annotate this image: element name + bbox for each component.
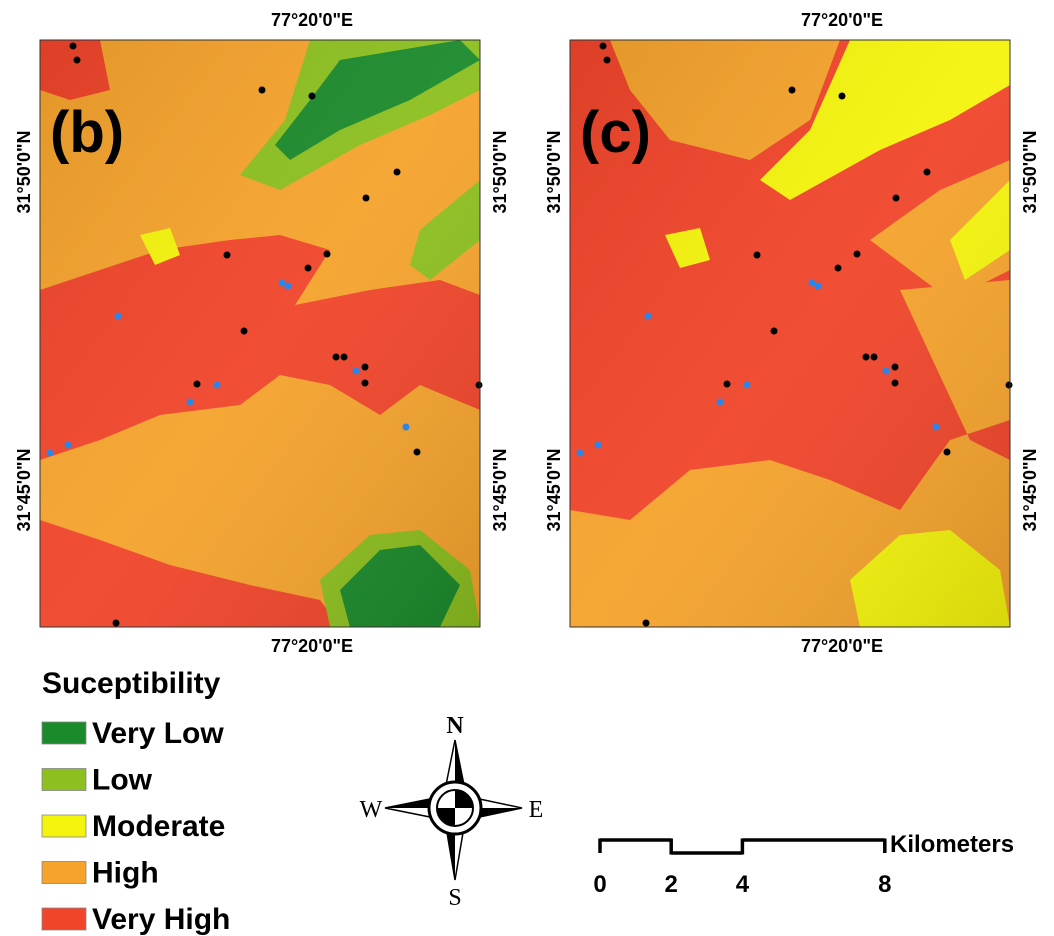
point	[279, 280, 286, 287]
left-coordinate: 31°50'0"N	[544, 130, 564, 213]
left-coordinate: 31°45'0"N	[544, 448, 564, 531]
point	[717, 399, 724, 406]
point	[604, 57, 611, 64]
point	[70, 43, 77, 50]
point	[839, 93, 846, 100]
point	[815, 283, 822, 290]
point	[883, 368, 890, 375]
legend-swatch	[42, 862, 86, 884]
panel-label: (c)	[580, 100, 651, 165]
scale-tick-label: 0	[593, 871, 606, 898]
point	[924, 169, 931, 176]
point	[224, 252, 231, 259]
point	[863, 354, 870, 361]
point	[892, 380, 899, 387]
point	[744, 382, 751, 389]
point	[944, 449, 951, 456]
scale-tick-label: 2	[665, 871, 678, 898]
top-coordinate: 77°20'0"E	[271, 10, 353, 30]
legend-title: Suceptibility	[42, 667, 221, 700]
point	[113, 620, 120, 627]
compass-north: N	[446, 713, 464, 739]
point	[476, 382, 483, 389]
point	[47, 450, 54, 457]
point	[285, 283, 292, 290]
compass-rose	[385, 740, 522, 880]
left-coordinate: 31°45'0"N	[14, 448, 34, 531]
point	[600, 43, 607, 50]
scale-bar: 0 2 4 8	[593, 839, 891, 899]
legend-swatch	[42, 908, 86, 930]
left-coordinate: 31°50'0"N	[14, 130, 34, 213]
compass-east: E	[529, 797, 544, 823]
point	[394, 169, 401, 176]
point	[933, 424, 940, 431]
scale-unit: Kilometers	[890, 831, 1014, 858]
top-coordinate: 77°20'0"E	[801, 10, 883, 30]
bottom-coordinate: 77°20'0"E	[801, 636, 883, 656]
point	[835, 265, 842, 272]
legend-label: Very High	[92, 903, 230, 936]
point	[241, 328, 248, 335]
point	[214, 382, 221, 389]
point	[893, 195, 900, 202]
legend-label: Moderate	[92, 810, 225, 843]
point	[595, 442, 602, 449]
legend-label: Very Low	[92, 717, 224, 750]
scale-tick-label: 8	[878, 871, 891, 898]
point	[754, 252, 761, 259]
legend: Very Low Low Moderate High Very High	[42, 717, 230, 936]
panel-label: (b)	[50, 100, 124, 165]
point	[333, 354, 340, 361]
point	[643, 620, 650, 627]
point	[403, 424, 410, 431]
point	[187, 399, 194, 406]
point	[324, 251, 331, 258]
point	[309, 93, 316, 100]
legend-label: High	[92, 856, 159, 889]
point	[363, 195, 370, 202]
point	[194, 381, 201, 388]
point	[362, 380, 369, 387]
right-coordinate: 31°50'0"N	[1020, 130, 1040, 213]
point	[724, 381, 731, 388]
legend-swatch	[42, 769, 86, 791]
legend-swatch	[42, 815, 86, 837]
point	[414, 449, 421, 456]
point	[259, 87, 266, 94]
point	[65, 442, 72, 449]
point	[305, 265, 312, 272]
point	[1006, 382, 1013, 389]
compass-south: S	[448, 885, 461, 911]
point	[577, 450, 584, 457]
point	[74, 57, 81, 64]
scale-tick-label: 4	[736, 871, 750, 898]
point	[809, 280, 816, 287]
point	[353, 368, 360, 375]
bottom-coordinate: 77°20'0"E	[271, 636, 353, 656]
figure: (b) (c) 77°20'0"E 77°20'0"E 77°20'0"E 77…	[0, 0, 1054, 936]
point	[341, 354, 348, 361]
point	[854, 251, 861, 258]
point	[789, 87, 796, 94]
right-coordinate: 31°45'0"N	[1020, 448, 1040, 531]
point	[362, 364, 369, 371]
right-coordinate: 31°50'0"N	[490, 130, 510, 213]
point	[871, 354, 878, 361]
compass-west: W	[360, 797, 383, 823]
legend-label: Low	[92, 763, 153, 796]
point	[115, 313, 122, 320]
right-coordinate: 31°45'0"N	[490, 448, 510, 531]
point	[771, 328, 778, 335]
point	[645, 313, 652, 320]
point	[892, 364, 899, 371]
legend-swatch	[42, 722, 86, 744]
